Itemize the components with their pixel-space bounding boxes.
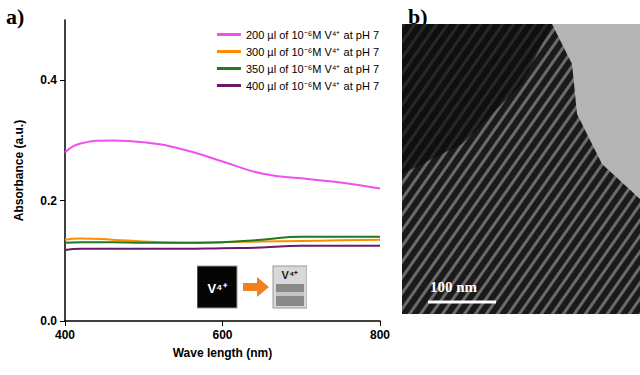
svg-text:300 µl of 10⁻⁶M V⁴⁺ at pH 7: 300 µl of 10⁻⁶M V⁴⁺ at pH 7	[246, 46, 379, 58]
svg-text:V⁴⁺: V⁴⁺	[282, 269, 299, 281]
svg-text:100 nm: 100 nm	[430, 279, 478, 295]
svg-text:Wave length (nm): Wave length (nm)	[173, 346, 273, 360]
svg-text:0.2: 0.2	[40, 194, 57, 208]
svg-text:0.0: 0.0	[40, 314, 57, 328]
svg-text:600: 600	[212, 328, 232, 342]
svg-text:V⁴⁺: V⁴⁺	[207, 281, 227, 296]
html-text:a): a)	[6, 4, 25, 29]
svg-text:400: 400	[55, 328, 75, 342]
svg-text:200 µl of 10⁻⁶M V⁴⁺ at pH 7: 200 µl of 10⁻⁶M V⁴⁺ at pH 7	[246, 29, 379, 41]
svg-text:0.4: 0.4	[40, 73, 57, 87]
svg-text:Absorbance (a.u.): Absorbance (a.u.)	[12, 120, 26, 221]
html-text:b): b)	[408, 4, 428, 29]
svg-text:400 µl of 10⁻⁶M V⁴⁺ at pH 7: 400 µl of 10⁻⁶M V⁴⁺ at pH 7	[246, 80, 379, 92]
svg-text:800: 800	[370, 328, 390, 342]
svg-text:350 µl of 10⁻⁶M V⁴⁺ at pH 7: 350 µl of 10⁻⁶M V⁴⁺ at pH 7	[246, 63, 379, 75]
